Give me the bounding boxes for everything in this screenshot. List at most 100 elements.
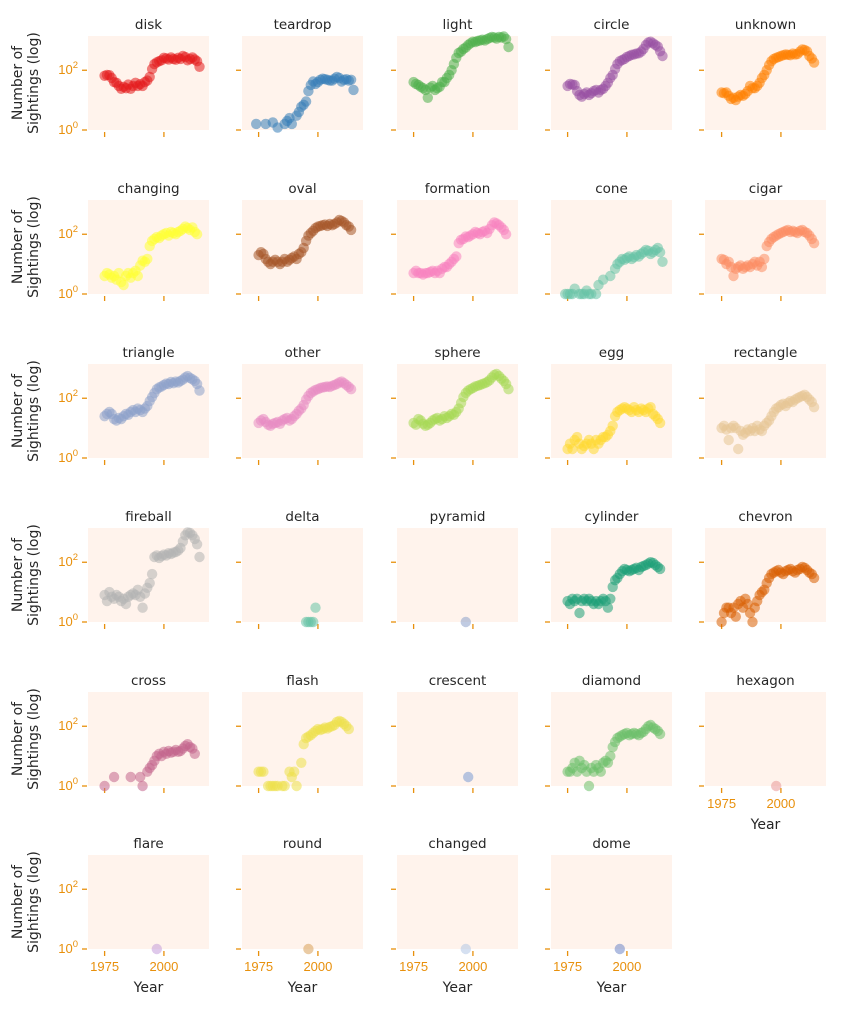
panel-title: chevron (738, 509, 792, 525)
panel-light: light (391, 17, 518, 137)
x-tick-label: 2000 (612, 959, 641, 974)
panel-title: fireball (125, 509, 171, 525)
data-point (654, 247, 666, 258)
data-point (733, 443, 744, 455)
panel-title: egg (599, 345, 624, 361)
data-point (135, 771, 146, 783)
data-point (99, 780, 110, 792)
y-axis-label: Number ofSightings (log) (10, 851, 42, 953)
panel-disk: disk 100 102 Number ofSightings (log) (10, 17, 209, 137)
panel-title: formation (425, 181, 491, 197)
panel-title: rectangle (734, 345, 798, 361)
data-point (730, 611, 741, 622)
y-tick-label: 102 (58, 60, 78, 77)
panel-sphere: sphere (391, 345, 518, 465)
data-point (422, 92, 433, 104)
panel-circle: circle (545, 17, 672, 137)
panel-background (551, 855, 672, 949)
data-point (345, 74, 357, 86)
data-point (296, 757, 307, 768)
panel-round: round 1975 2000 Year (236, 836, 363, 996)
panel-title: hexagon (736, 673, 794, 689)
x-axis-label: Year (442, 980, 473, 996)
y-axis-label: Number ofSightings (log) (10, 360, 42, 462)
data-point (500, 33, 512, 45)
data-point (191, 229, 203, 240)
data-point (146, 568, 158, 580)
panel-background (705, 692, 826, 786)
panel-formation: formation (391, 181, 518, 301)
panel-title: cross (131, 673, 166, 689)
panel-teardrop: teardrop (236, 17, 363, 137)
panel-background (242, 855, 363, 949)
panel-title: teardrop (274, 17, 332, 33)
data-point (723, 434, 734, 446)
data-point (310, 602, 321, 613)
data-point (137, 602, 148, 613)
data-point (151, 943, 162, 955)
panel-title: oval (288, 181, 316, 197)
panel-rectangle: rectangle (699, 345, 826, 465)
data-point (500, 229, 512, 240)
y-tick-label: 100 (58, 284, 78, 301)
panel-background (397, 855, 518, 949)
data-point (343, 723, 354, 735)
data-point (286, 118, 297, 130)
panel-unknown: unknown (699, 17, 826, 137)
data-point (583, 780, 595, 792)
data-point (460, 943, 471, 955)
data-point (605, 750, 616, 762)
panel-title: diamond (582, 673, 641, 689)
x-axis-label: Year (287, 980, 318, 996)
y-tick-label: 102 (58, 716, 78, 733)
panel-title: triangle (122, 345, 174, 361)
panels-layer: disk 100 102 Number ofSightings (log) teardr… (10, 17, 826, 996)
panel-cross: cross 100 102 Number ofSightings (log) (10, 673, 209, 793)
panel-triangle: triangle 100 102 Number ofSightings (log) (10, 345, 209, 465)
panel-diamond: diamond (545, 673, 672, 793)
data-point (291, 780, 302, 792)
x-axis-label: Year (133, 980, 164, 996)
x-tick-label: 1975 (399, 959, 428, 974)
data-point (574, 607, 585, 619)
data-point (258, 766, 269, 777)
data-point (108, 771, 120, 783)
data-point (194, 551, 205, 563)
panel-chevron: chevron (699, 509, 826, 629)
data-point (771, 780, 782, 792)
panel-pyramid: pyramid (391, 509, 518, 629)
panel-background (242, 528, 363, 622)
panel-title: changing (117, 181, 179, 197)
data-point (595, 766, 606, 777)
panel-background (397, 692, 518, 786)
panel-title: circle (594, 17, 630, 33)
panel-background (88, 855, 209, 949)
data-point (808, 238, 820, 249)
panel-oval: oval (236, 181, 363, 301)
data-point (460, 616, 471, 628)
panel-title: other (285, 345, 321, 361)
data-point (503, 41, 514, 53)
x-tick-label: 1975 (244, 959, 273, 974)
y-tick-label: 100 (58, 776, 78, 793)
x-tick-label: 1975 (90, 959, 119, 974)
panel-title: dome (592, 836, 630, 852)
data-point (605, 593, 616, 604)
y-tick-label: 102 (58, 388, 78, 405)
data-point (189, 748, 200, 759)
y-tick-label: 100 (58, 612, 78, 629)
data-point (657, 50, 668, 62)
data-point (191, 539, 203, 550)
panel-changing: changing 100 102 Number ofSightings (log) (10, 181, 209, 301)
panel-other: other (236, 345, 363, 465)
data-point (808, 572, 820, 584)
panel-background (705, 364, 826, 458)
data-point (251, 118, 262, 130)
data-point (716, 616, 727, 628)
data-point (289, 766, 300, 777)
panel-flare: flare 100 102 1975 2000 Year Number ofSighting… (10, 836, 209, 996)
data-point (590, 288, 602, 300)
panel-title: changed (428, 836, 486, 852)
y-tick-label: 100 (58, 120, 78, 137)
panel-title: round (283, 836, 322, 852)
